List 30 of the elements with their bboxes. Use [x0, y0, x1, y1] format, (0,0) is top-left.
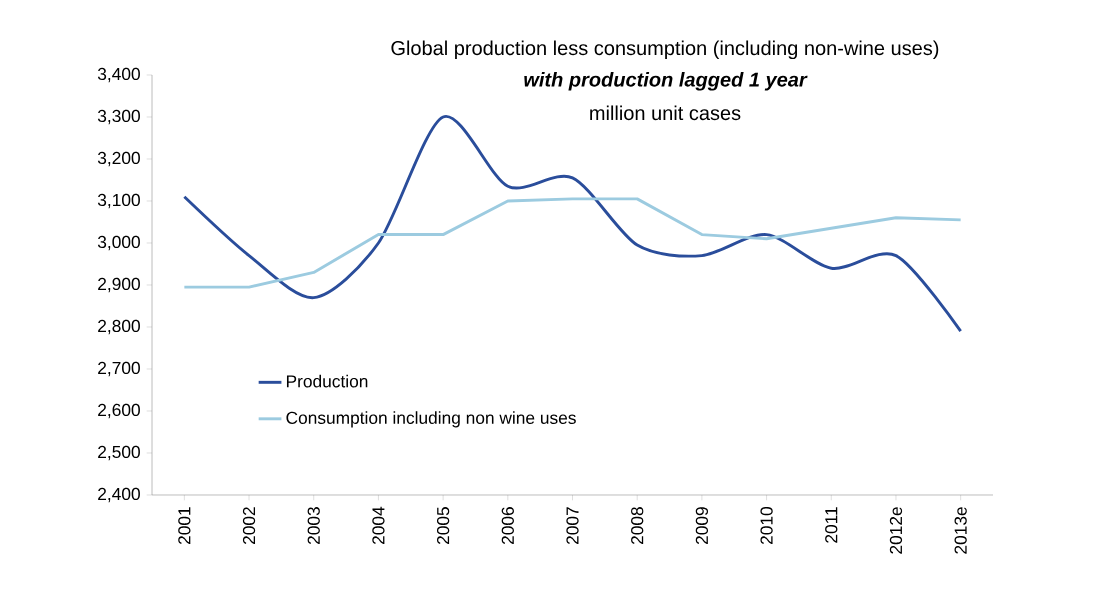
chart-subtitle: with production lagged 1 year	[524, 71, 808, 91]
x-tick-label: 2013e	[954, 507, 967, 554]
y-tick-label: 2,800	[98, 319, 140, 335]
x-tick-label: 2003	[307, 507, 320, 545]
legend-label: Production	[286, 374, 368, 388]
y-tick-label: 2,900	[98, 277, 140, 293]
x-tick-label: 2010	[760, 507, 773, 545]
x-tick-label: 2007	[566, 507, 579, 545]
y-tick-label: 3,200	[97, 151, 140, 167]
x-tick-label: 2011	[825, 507, 838, 543]
y-tick-label: 2,700	[98, 361, 140, 377]
annotation: million unit cases	[590, 105, 741, 121]
y-tick-label: 3,400	[97, 67, 140, 83]
y-tick-label: 3,300	[97, 109, 140, 125]
y-tick-label: 3,100	[97, 193, 140, 209]
chart-title: Global production less consumption (including non-wine uses)	[391, 40, 939, 60]
x-tick-label: 2004	[372, 506, 385, 545]
x-tick-label: 2008	[631, 507, 644, 545]
line-series	[182, 197, 963, 289]
y-tick-label: 2,400	[98, 487, 140, 503]
x-tick-label: 2009	[695, 507, 709, 545]
y-tick-label: 3,000	[97, 235, 140, 251]
x-tick-label: 2012e	[889, 507, 903, 554]
x-tick-label: 2006	[501, 507, 514, 545]
x-tick-label: 2002	[242, 507, 256, 545]
x-tick-label: 2001	[178, 507, 191, 545]
legend-label: Consumption including non wine uses	[286, 411, 576, 428]
x-tick-label: 2005	[436, 507, 450, 545]
y-tick-label: 2,600	[98, 403, 140, 419]
y-tick-label: 2,500	[98, 445, 140, 461]
